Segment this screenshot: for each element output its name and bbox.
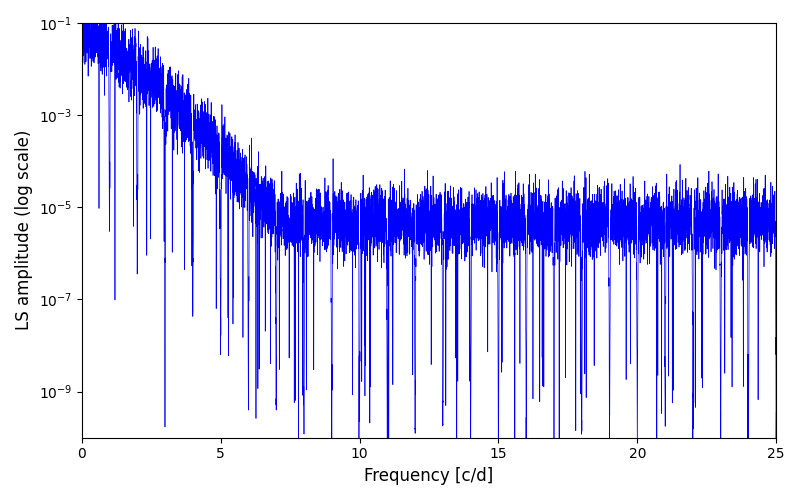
X-axis label: Frequency [c/d]: Frequency [c/d] bbox=[364, 467, 494, 485]
Y-axis label: LS amplitude (log scale): LS amplitude (log scale) bbox=[15, 130, 33, 330]
